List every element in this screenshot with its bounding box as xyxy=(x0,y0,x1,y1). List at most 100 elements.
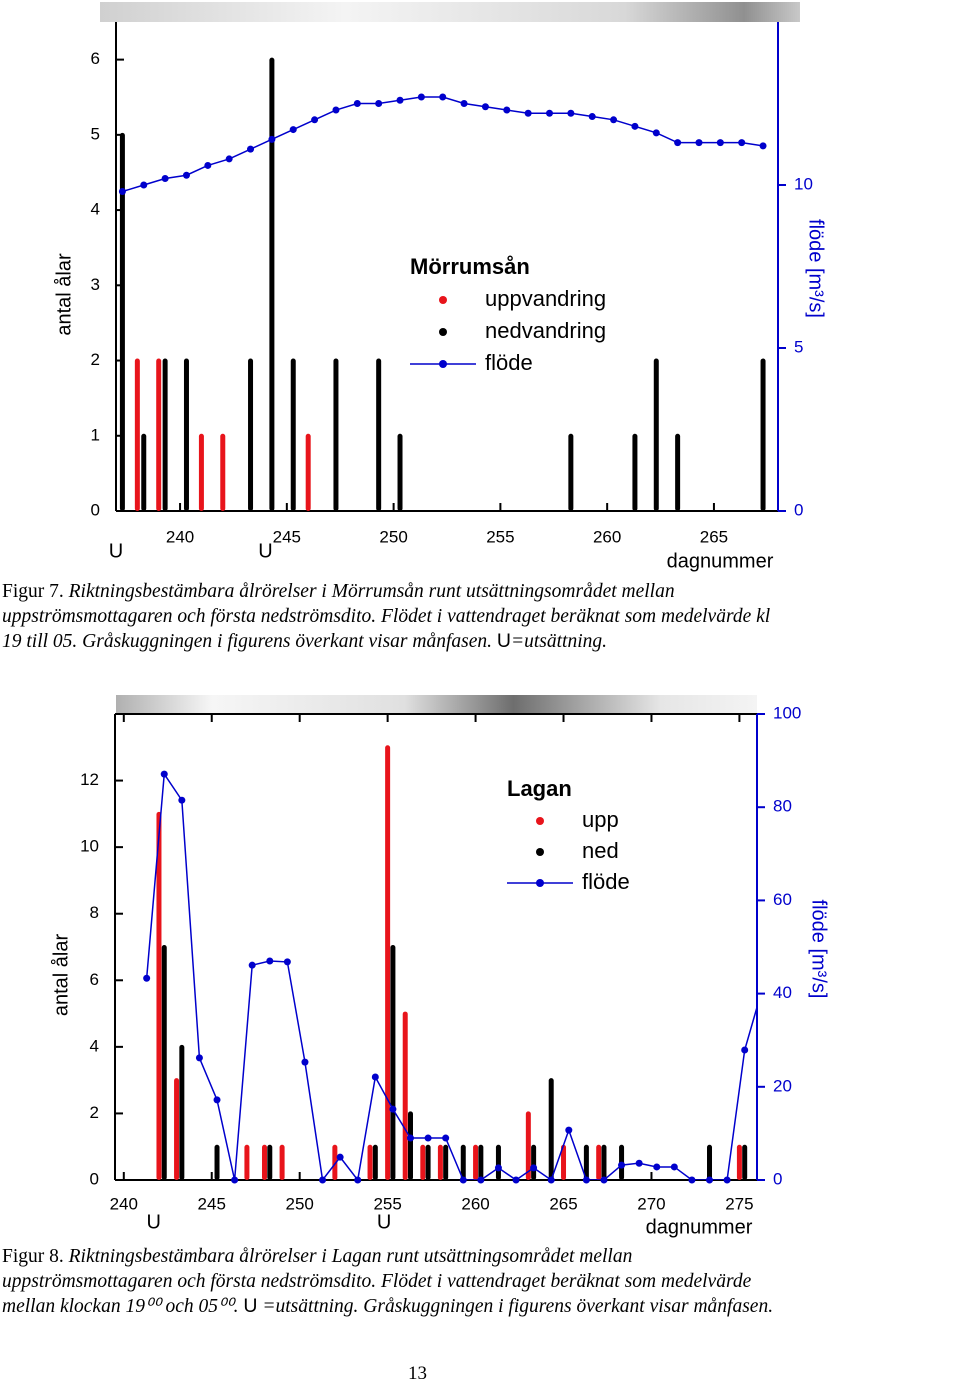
bar xyxy=(183,358,189,511)
flow-point xyxy=(688,1176,696,1184)
legend-marker xyxy=(439,328,447,336)
flow-point xyxy=(311,116,319,124)
bar xyxy=(305,433,311,511)
flow-point xyxy=(481,103,489,111)
x-tick-label: 270 xyxy=(637,1194,665,1213)
bar xyxy=(214,1144,220,1180)
legend-marker xyxy=(536,879,544,887)
bar xyxy=(760,358,766,511)
legend-title: Lagan xyxy=(507,776,572,801)
flow-point xyxy=(424,1134,432,1142)
flow-point xyxy=(547,1176,555,1184)
flow-point xyxy=(494,1164,502,1172)
bar xyxy=(460,1144,466,1180)
bar xyxy=(162,358,168,511)
page-number: 13 xyxy=(408,1363,427,1384)
moon-phase-band xyxy=(100,2,800,22)
flow-point xyxy=(248,961,256,969)
flow-point xyxy=(375,100,383,107)
y2-tick-label: 10 xyxy=(794,174,813,193)
flow-point xyxy=(565,1126,573,1134)
y2-tick-label: 0 xyxy=(773,1169,782,1188)
caption: Figur 7. Riktningsbestämbara ålrörelser … xyxy=(2,580,792,655)
bar xyxy=(376,358,382,511)
bar xyxy=(736,1144,742,1180)
y2-tick-label: 40 xyxy=(773,983,792,1002)
flow-point xyxy=(247,145,255,153)
x-tick-label: 250 xyxy=(285,1194,313,1213)
caption-label: Figur 8. xyxy=(2,1246,64,1267)
flow-point xyxy=(140,181,148,189)
flow-point xyxy=(143,974,151,982)
flow-point xyxy=(459,1176,467,1184)
legend-label: nedvandring xyxy=(485,318,606,343)
y2-tick-label: 0 xyxy=(794,500,803,519)
flow-point xyxy=(695,139,703,147)
flow-point xyxy=(759,142,767,150)
flow-point xyxy=(160,770,168,778)
y-tick-label: 4 xyxy=(90,1036,99,1055)
x-tick-label: 250 xyxy=(379,527,407,546)
bar xyxy=(141,433,147,511)
bar xyxy=(156,358,162,511)
y-tick-label: 2 xyxy=(91,350,100,369)
y-tick-label: 8 xyxy=(90,903,99,922)
flow-point xyxy=(631,122,639,130)
flow-point xyxy=(182,171,190,179)
bar xyxy=(531,1144,537,1180)
flow-point xyxy=(512,1176,520,1184)
bar xyxy=(420,1144,426,1180)
bar xyxy=(495,1144,501,1180)
flow-point xyxy=(706,1176,714,1184)
flow-point xyxy=(530,1164,538,1172)
flow-point xyxy=(477,1176,485,1184)
legend-label: upp xyxy=(582,807,619,832)
bar xyxy=(372,1144,378,1180)
y-tick-label: 6 xyxy=(91,49,100,68)
bar xyxy=(134,358,140,511)
flow-point xyxy=(231,1176,239,1184)
y-tick-label: 1 xyxy=(91,425,100,444)
flow-point xyxy=(439,93,447,101)
y-axis-title: antal ålar xyxy=(53,253,75,336)
x-tick-label: 255 xyxy=(486,527,514,546)
flow-point xyxy=(460,100,468,107)
x-tick-label: 265 xyxy=(549,1194,577,1213)
y-tick-label: 10 xyxy=(80,837,99,856)
x-tick-label: 245 xyxy=(198,1194,226,1213)
bar xyxy=(583,1144,589,1180)
legend-marker xyxy=(439,360,447,368)
bar xyxy=(596,1144,602,1180)
y2-tick-label: 5 xyxy=(794,337,803,356)
bar xyxy=(632,433,638,511)
y-tick-label: 6 xyxy=(90,970,99,989)
bar xyxy=(742,1144,748,1180)
bar xyxy=(385,745,391,1180)
flow-point xyxy=(738,139,746,147)
bar xyxy=(402,1011,408,1180)
legend-label: uppvandring xyxy=(485,286,606,311)
flow-point xyxy=(204,161,212,169)
bar xyxy=(568,433,574,511)
x-axis-title: dagnummer xyxy=(646,1216,753,1238)
x-tick-label: 255 xyxy=(373,1194,401,1213)
flow-point xyxy=(332,106,340,114)
x-tick-label: 245 xyxy=(273,527,301,546)
x-tick-label: 240 xyxy=(166,527,194,546)
flow-point xyxy=(354,1176,362,1184)
flow-point xyxy=(406,1134,414,1142)
bar xyxy=(269,57,275,511)
caption-text: Riktningsbestämbara ålrörelser i Lagan r… xyxy=(2,1246,752,1317)
y-axis-title: antal ålar xyxy=(50,934,72,1017)
bar xyxy=(333,358,339,511)
release-marker: U xyxy=(109,540,123,562)
bar xyxy=(653,358,659,511)
bar xyxy=(262,1144,268,1180)
bar xyxy=(156,811,162,1180)
flow-point xyxy=(635,1159,643,1167)
flow-point xyxy=(283,958,291,966)
flow-point xyxy=(161,174,169,182)
